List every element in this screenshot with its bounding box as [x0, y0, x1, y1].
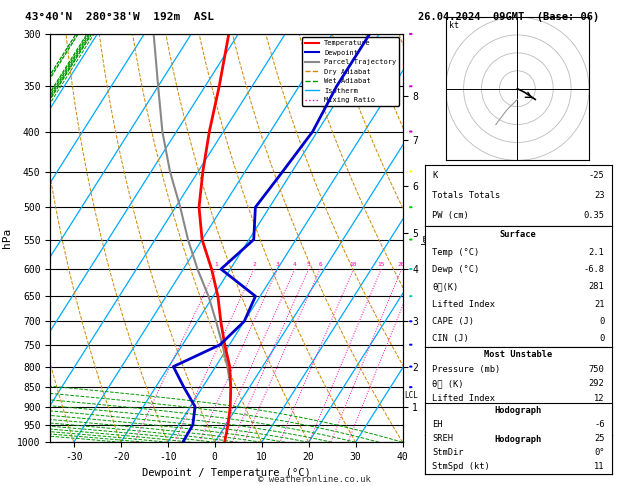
Text: 23: 23 — [594, 191, 604, 200]
Text: EH: EH — [432, 420, 443, 429]
Text: CAPE (J): CAPE (J) — [432, 409, 474, 417]
Text: 6: 6 — [318, 262, 322, 267]
Text: Dewp (°C): Dewp (°C) — [432, 265, 479, 274]
Text: 0°: 0° — [594, 448, 604, 457]
Text: StmDir: StmDir — [432, 448, 464, 457]
Text: 10: 10 — [350, 262, 357, 267]
Text: 15: 15 — [377, 262, 385, 267]
Text: 25: 25 — [414, 262, 421, 267]
Text: 20: 20 — [398, 262, 405, 267]
Text: PW (cm): PW (cm) — [432, 211, 469, 220]
Text: Hodograph: Hodograph — [494, 450, 542, 459]
Text: CIN (J): CIN (J) — [432, 423, 469, 432]
Text: 0: 0 — [599, 423, 604, 432]
Text: 0: 0 — [599, 409, 604, 417]
Y-axis label: km
ASL: km ASL — [421, 229, 443, 247]
Text: Lifted Index: Lifted Index — [432, 299, 495, 309]
Text: 11: 11 — [594, 462, 604, 471]
Text: 0: 0 — [599, 334, 604, 343]
Text: 1: 1 — [214, 262, 218, 267]
Text: 0: 0 — [599, 317, 604, 326]
Text: K: K — [432, 171, 437, 180]
Text: StmSpd (kt): StmSpd (kt) — [432, 462, 490, 471]
Text: Hodograph: Hodograph — [494, 435, 542, 444]
Text: 281: 281 — [589, 282, 604, 291]
Text: 2.1: 2.1 — [589, 247, 604, 257]
Text: Most Unstable: Most Unstable — [484, 350, 552, 359]
Text: LCL: LCL — [404, 391, 418, 399]
Text: 2: 2 — [252, 262, 256, 267]
Text: 12: 12 — [594, 394, 604, 403]
Text: 21: 21 — [594, 299, 604, 309]
Text: CIN (J): CIN (J) — [432, 334, 469, 343]
Text: Temp (°C): Temp (°C) — [432, 247, 479, 257]
Text: Surface: Surface — [500, 230, 537, 239]
Legend: Temperature, Dewpoint, Parcel Trajectory, Dry Adiabat, Wet Adiabat, Isotherm, Mi: Temperature, Dewpoint, Parcel Trajectory… — [302, 37, 399, 106]
Text: 43°40'N  280°38'W  192m  ASL: 43°40'N 280°38'W 192m ASL — [25, 12, 214, 22]
Text: SREH: SREH — [432, 434, 453, 443]
Text: -6: -6 — [594, 420, 604, 429]
Text: 25: 25 — [594, 434, 604, 443]
Text: Lifted Index: Lifted Index — [432, 394, 495, 403]
Text: Hodograph: Hodograph — [494, 406, 542, 415]
X-axis label: Dewpoint / Temperature (°C): Dewpoint / Temperature (°C) — [142, 468, 311, 478]
Text: -25: -25 — [589, 171, 604, 180]
Text: kt: kt — [449, 21, 459, 30]
Text: Totals Totals: Totals Totals — [432, 191, 500, 200]
Text: Mixing Ratio (g/kg): Mixing Ratio (g/kg) — [448, 194, 457, 282]
Text: 26.04.2024  09GMT  (Base: 06): 26.04.2024 09GMT (Base: 06) — [418, 12, 599, 22]
Text: 0.35: 0.35 — [584, 211, 604, 220]
Text: © weatheronline.co.uk: © weatheronline.co.uk — [258, 474, 371, 484]
Text: 750: 750 — [589, 365, 604, 374]
Text: 292: 292 — [589, 380, 604, 388]
Text: 4: 4 — [293, 262, 297, 267]
Text: θᴇ (K): θᴇ (K) — [432, 380, 464, 388]
Text: -6.8: -6.8 — [584, 265, 604, 274]
Y-axis label: hPa: hPa — [1, 228, 11, 248]
Text: Pressure (mb): Pressure (mb) — [432, 365, 500, 374]
Text: CAPE (J): CAPE (J) — [432, 317, 474, 326]
Text: 3: 3 — [276, 262, 279, 267]
Text: θᴇ(K): θᴇ(K) — [432, 282, 459, 291]
Text: 5: 5 — [307, 262, 311, 267]
